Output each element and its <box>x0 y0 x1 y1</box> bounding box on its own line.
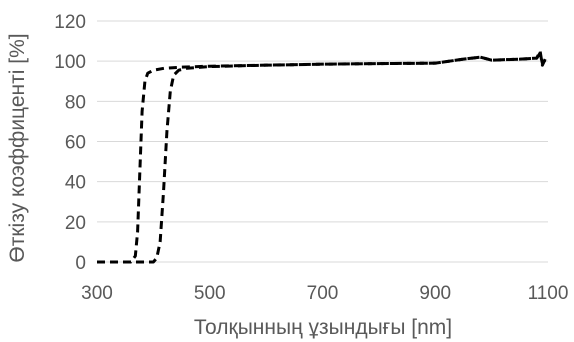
y-tick-label: 100 <box>54 52 86 73</box>
series-line-2 <box>97 51 547 264</box>
x-tick-label: 300 <box>81 283 113 304</box>
y-axis-label: Өткізу коэффиценті [%] <box>6 33 29 262</box>
series-layer <box>97 49 547 264</box>
x-tick-label: 700 <box>307 283 339 304</box>
y-tick-label: 120 <box>54 12 86 33</box>
y-tick-label: 60 <box>65 133 86 154</box>
y-tick-label: 0 <box>75 253 86 274</box>
x-axis-label: Толқынның ұзындығы [nm] <box>194 316 452 339</box>
gridlines <box>97 20 548 263</box>
y-axis-ticks: 0 20 40 60 80 100 120 <box>54 12 86 274</box>
y-tick-label: 20 <box>65 213 86 234</box>
x-tick-label: 500 <box>194 283 226 304</box>
y-tick-label: 80 <box>65 92 86 113</box>
x-axis-ticks: 300 500 700 900 1100 <box>81 283 568 304</box>
y-tick-label: 40 <box>65 173 86 194</box>
x-tick-label: 900 <box>419 283 451 304</box>
x-tick-label: 1100 <box>528 283 569 304</box>
series-line-1 <box>97 49 547 264</box>
